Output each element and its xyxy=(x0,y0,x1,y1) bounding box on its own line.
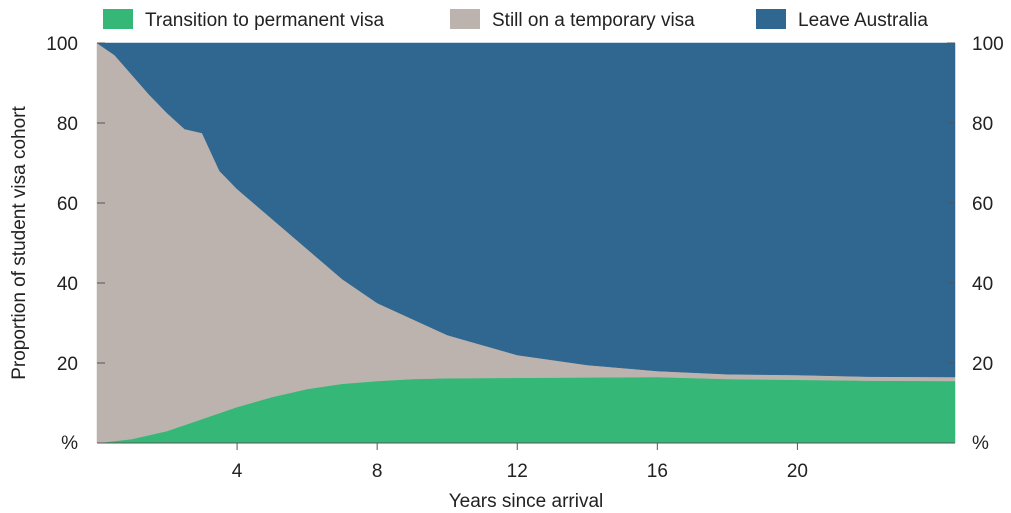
y-tick-label-right: 100 xyxy=(972,34,1004,55)
legend: Transition to permanent visa Still on a t… xyxy=(103,9,928,31)
x-axis-title: Years since arrival xyxy=(449,491,604,512)
x-tick-label: 16 xyxy=(647,461,668,482)
plot-areas xyxy=(96,42,956,444)
y-tick-label-right: 80 xyxy=(972,114,993,135)
y-tick-label-right: 60 xyxy=(972,194,993,215)
y-unit-left: % xyxy=(61,433,78,454)
legend-label-transition-to-permanent-visa: Transition to permanent visa xyxy=(145,10,384,31)
y-tick-label-left: 80 xyxy=(57,114,78,135)
x-ticks: 4 8 12 16 20 xyxy=(232,443,808,482)
x-tick-label: 4 xyxy=(232,461,243,482)
y-tick-label-left: 100 xyxy=(46,34,78,55)
legend-label-leave-australia: Leave Australia xyxy=(798,10,928,31)
y-tick-label-right: 40 xyxy=(972,274,993,295)
legend-swatch-leave-australia xyxy=(756,9,786,29)
y-tick-label-left: 20 xyxy=(57,354,78,375)
y-ticks-right: 20 40 60 80 100 xyxy=(947,34,1004,375)
x-tick-label: 20 xyxy=(787,461,808,482)
y-ticks-left: 20 40 60 80 100 xyxy=(46,34,105,375)
y-tick-label-left: 60 xyxy=(57,194,78,215)
area-leave-australia xyxy=(96,42,956,378)
y-tick-label-left: 40 xyxy=(57,274,78,295)
x-tick-label: 12 xyxy=(507,461,528,482)
y-unit-right: % xyxy=(972,433,989,454)
y-axis-title: Proportion of student visa cohort xyxy=(9,106,30,380)
legend-label-still-on-a-temporary-visa: Still on a temporary visa xyxy=(492,10,695,31)
legend-swatch-transition-to-permanent-visa xyxy=(103,9,133,29)
x-tick-label: 8 xyxy=(372,461,383,482)
legend-swatch-still-on-a-temporary-visa xyxy=(450,9,480,29)
y-tick-label-right: 20 xyxy=(972,354,993,375)
